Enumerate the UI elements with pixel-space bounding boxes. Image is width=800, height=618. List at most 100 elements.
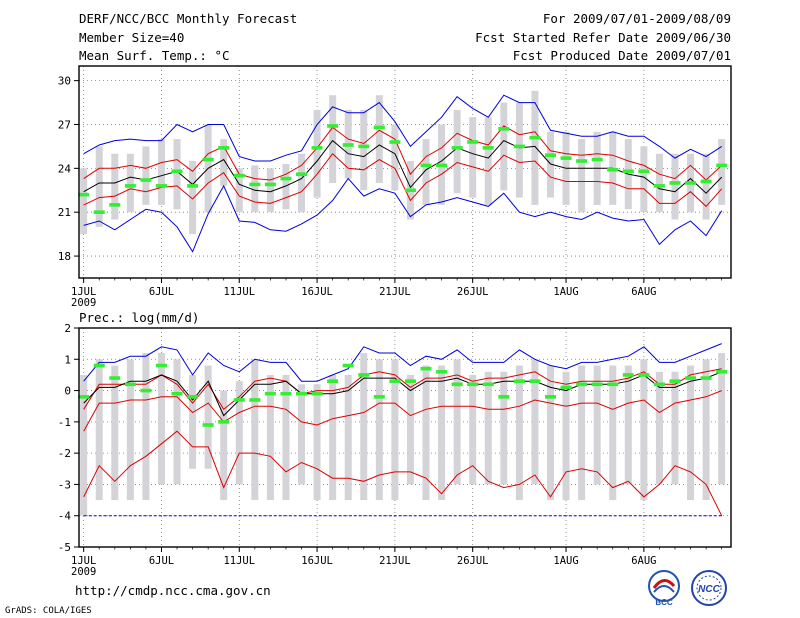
prec-median-mark <box>140 388 152 393</box>
prec-spread-box <box>266 374 274 501</box>
prec-spread-box <box>671 371 679 485</box>
temp-plot-frame <box>78 65 732 279</box>
prec-spread-box <box>500 371 508 485</box>
prec-spread-box <box>422 365 430 501</box>
temp-xtick-label: 1AUG <box>553 286 578 298</box>
prec-spread-box <box>515 365 523 501</box>
temp-series-minus_sd <box>83 152 723 208</box>
prec-spread-box <box>157 353 165 485</box>
prec-median-mark <box>513 379 525 383</box>
chart-title: DERF/NCC/BCC Monthly Forecast <box>79 11 298 26</box>
prec-median-mark <box>187 395 199 399</box>
prec-variable-label: Prec.: log(mm/d) <box>79 310 199 325</box>
temp-median-mark <box>311 146 323 150</box>
temp-median-mark <box>467 140 479 144</box>
prec-xtick-label: 6JUL <box>149 555 174 567</box>
bcc-logo-icon: BCC <box>648 570 680 607</box>
prec-median-mark <box>124 382 136 387</box>
prec-ytick-label: -3 <box>58 478 71 491</box>
temp-spread-box <box>189 161 197 235</box>
temp-median-mark <box>78 192 90 197</box>
prec-spread-box <box>189 374 197 469</box>
temp-median-mark <box>638 169 650 174</box>
prec-series-min_sd <box>83 430 723 516</box>
bcc-logo-text: BCC <box>655 598 673 607</box>
prec-xtick-label: 1JUL <box>71 555 96 567</box>
prec-median-mark <box>576 382 588 387</box>
temp-median-mark <box>140 178 152 182</box>
temp-spread-box <box>422 139 430 205</box>
temp-median-mark <box>124 184 136 188</box>
temp-median-mark <box>669 181 681 185</box>
prec-spread-box <box>80 374 88 516</box>
temp-median-mark <box>296 172 308 176</box>
prec-median-mark <box>653 382 665 387</box>
prec-median-mark <box>498 395 510 399</box>
prec-spread-box <box>702 359 710 501</box>
temp-median-mark <box>591 157 603 162</box>
temp-spread-box <box>671 153 679 220</box>
temp-median-mark <box>389 140 401 144</box>
prec-xtick-label: 26JUL <box>457 555 489 567</box>
temp-median-mark <box>622 169 634 174</box>
prec-median-mark <box>716 370 728 374</box>
prec-median-mark <box>109 376 121 380</box>
prec-median-mark <box>544 395 556 399</box>
forecast-range: For 2009/07/01-2009/08/09 <box>542 11 731 26</box>
prec-median-mark <box>529 379 541 383</box>
prec-spread-box <box>655 371 663 485</box>
temp-spread-box <box>546 131 554 198</box>
prec-ytick-label: -4 <box>58 510 72 523</box>
prec-median-mark <box>436 370 448 374</box>
prec-median-mark <box>560 385 572 390</box>
temp-median-mark <box>358 144 370 149</box>
prec-median-mark <box>249 398 261 402</box>
prec-spread-box <box>438 365 446 501</box>
prec-spread-box <box>360 353 368 501</box>
temp-median-mark <box>109 203 121 207</box>
temp-spread-box <box>702 153 710 220</box>
temp-series-plus_sd <box>83 125 723 181</box>
prec-spread-box <box>220 390 228 501</box>
temp-ytick-label: 21 <box>58 206 71 219</box>
temp-median-mark <box>187 184 199 188</box>
prec-median-mark <box>700 376 712 380</box>
temp-median-mark <box>513 144 525 149</box>
forecast-start-date: Fcst Started Refer Date 2009/06/30 <box>475 30 731 45</box>
temp-xtick-label: 6AUG <box>631 286 656 298</box>
prec-median-mark <box>669 379 681 383</box>
prec-median-mark <box>327 379 339 383</box>
temp-spread-box <box>391 124 399 191</box>
prec-median-mark <box>638 373 650 377</box>
prec-xtick-label: 11JUL <box>223 555 255 567</box>
temp-median-mark <box>607 168 619 172</box>
temp-median-mark <box>436 163 448 168</box>
prec-median-mark <box>358 373 370 377</box>
temp-median-mark <box>264 182 276 187</box>
temp-spread-box <box>80 168 88 235</box>
temp-median-mark <box>233 173 245 178</box>
ncc-logo-icon: NCC <box>691 570 727 606</box>
prec-spread-box <box>329 374 337 501</box>
prec-median-mark <box>155 363 167 368</box>
temp-spread-box <box>578 139 586 213</box>
prec-median-mark <box>233 398 245 402</box>
prec-xtick-label: 21JUL <box>379 555 411 567</box>
temp-spread-box <box>157 139 165 205</box>
prec-ytick-label: 0 <box>64 385 71 398</box>
prec-spread-box <box>126 359 134 501</box>
temp-spread-box <box>718 139 726 205</box>
temp-xtick-label: 26JUL <box>457 286 489 298</box>
prec-spread-box <box>562 371 570 501</box>
prec-spread-box <box>718 353 726 485</box>
prec-spread-box <box>111 365 119 501</box>
prec-median-mark <box>685 376 697 380</box>
grads-credit: GrADS: COLA/IGES <box>5 606 92 616</box>
temp-ytick-label: 27 <box>58 118 71 131</box>
temp-spread-box <box>313 109 321 198</box>
temp-median-mark <box>93 210 105 215</box>
prec-spread-box <box>687 365 695 501</box>
ncc-logo-text: NCC <box>698 584 720 595</box>
prec-spread-box <box>298 384 306 485</box>
